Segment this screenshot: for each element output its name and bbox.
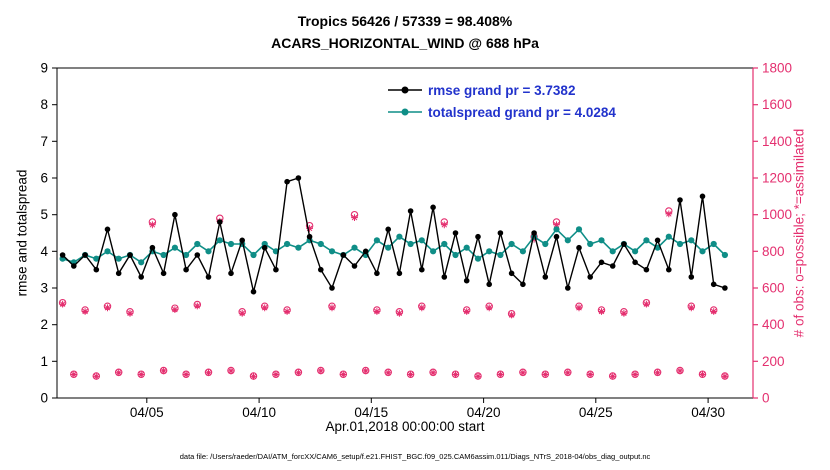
svg-text:04/10: 04/10 <box>242 405 276 420</box>
svg-text:1000: 1000 <box>762 207 792 222</box>
svg-text:04/15: 04/15 <box>354 405 388 420</box>
legend-label-totalspread: totalspread grand pr = 4.0284 <box>428 104 616 120</box>
totalspread-legend-sample-icon <box>388 108 422 116</box>
svg-text:5: 5 <box>40 207 48 222</box>
svg-text:1800: 1800 <box>762 61 792 76</box>
left-axis-ticks: 0 1 2 3 4 5 6 7 8 9 <box>40 61 57 406</box>
legend-label-rmse: rmse grand pr = 3.7382 <box>428 82 576 98</box>
svg-text:400: 400 <box>762 317 785 332</box>
right-axis-label: # of obs: o=possible; *=assimilated <box>791 128 807 338</box>
legend-item-rmse: rmse grand pr = 3.7382 <box>388 79 616 101</box>
svg-text:6: 6 <box>40 171 48 186</box>
plot-title-variable: ACARS_HORIZONTAL_WIND @ 688 hPa <box>271 35 539 51</box>
x-axis-ticks: 04/05 04/10 04/15 04/20 04/25 04/30 <box>130 398 725 420</box>
svg-text:0: 0 <box>762 391 770 406</box>
svg-text:1600: 1600 <box>762 97 792 112</box>
rmse-line <box>59 175 728 295</box>
svg-text:600: 600 <box>762 281 785 296</box>
left-axis-label: rmse and totalspread <box>14 169 30 297</box>
svg-text:04/20: 04/20 <box>467 405 501 420</box>
data-file-caption: data file: /Users/raeder/DAI/ATM_forcXX/… <box>179 452 651 461</box>
svg-text:200: 200 <box>762 354 785 369</box>
legend-item-totalspread: totalspread grand pr = 4.0284 <box>388 101 616 123</box>
axes <box>56 67 754 399</box>
obs-assimilated-markers <box>59 210 729 380</box>
svg-text:04/30: 04/30 <box>691 405 725 420</box>
svg-text:04/25: 04/25 <box>579 405 613 420</box>
svg-text:3: 3 <box>40 281 48 296</box>
svg-text:0: 0 <box>40 391 48 406</box>
totalspread-line <box>59 226 729 266</box>
svg-text:1200: 1200 <box>762 171 792 186</box>
svg-text:2: 2 <box>40 317 48 332</box>
rmse-legend-sample-icon <box>388 86 422 94</box>
svg-text:4: 4 <box>40 244 48 259</box>
obs-possible-markers <box>58 207 729 380</box>
svg-text:800: 800 <box>762 244 785 259</box>
svg-text:04/05: 04/05 <box>130 405 164 420</box>
legend: rmse grand pr = 3.7382 totalspread grand… <box>388 79 616 123</box>
x-axis-label: Apr.01,2018 00:00:00 start <box>325 419 485 434</box>
plot-title-stats: Tropics 56426 / 57339 = 98.408% <box>297 13 513 29</box>
svg-text:9: 9 <box>40 61 48 76</box>
right-axis-ticks: 0 200 400 600 800 1000 1200 1400 1600 1800 <box>753 61 792 406</box>
svg-text:1: 1 <box>40 354 48 369</box>
svg-text:8: 8 <box>40 97 48 112</box>
svg-text:1400: 1400 <box>762 134 792 149</box>
svg-text:7: 7 <box>40 134 48 149</box>
